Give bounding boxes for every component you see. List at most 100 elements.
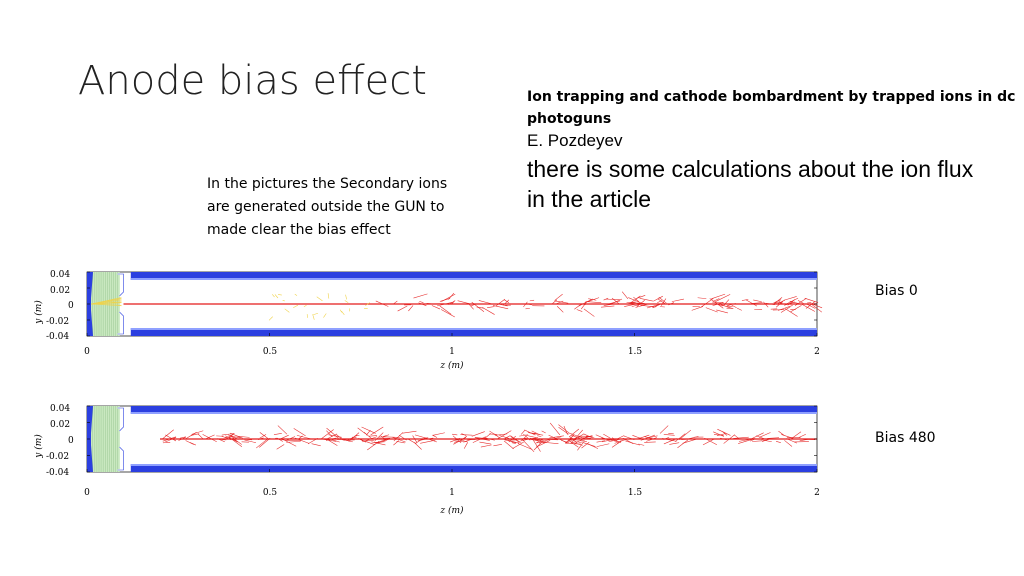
ion-track: [185, 440, 194, 445]
trace-line: [365, 302, 370, 306]
ion-track: [527, 432, 544, 436]
ion-track: [510, 435, 520, 443]
ion-track: [563, 425, 568, 435]
ion-track: [230, 434, 235, 440]
ion-track: [761, 439, 772, 443]
ion-track: [556, 306, 564, 313]
ion-track: [326, 430, 333, 438]
trace-line: [316, 296, 323, 302]
ion-track: [576, 309, 583, 312]
ion-track: [551, 436, 562, 440]
beam-pipe-top-edge: [130, 412, 818, 414]
ion-track: [716, 433, 726, 436]
ion-track: [511, 440, 520, 444]
ion-track: [206, 434, 215, 439]
ion-track: [448, 300, 455, 305]
trace-line: [271, 294, 275, 298]
beam-pipe-bottom-edge: [130, 328, 818, 330]
reference-note: there is some calculations about the ion…: [527, 156, 974, 212]
ion-track: [709, 298, 724, 309]
x-axis-label: z (m): [439, 360, 464, 371]
ion-track: [663, 434, 675, 436]
ion-track: [705, 307, 718, 313]
ion-track: [527, 303, 532, 306]
ion-track: [393, 440, 400, 446]
ion-track: [671, 298, 684, 302]
ion-track: [777, 305, 793, 311]
ion-track: [582, 442, 596, 447]
ion-track: [723, 434, 736, 444]
ion-track: [476, 306, 484, 309]
ion-track: [652, 305, 658, 308]
ion-track: [611, 439, 623, 448]
ion-track: [277, 425, 288, 435]
ion-track: [601, 305, 615, 308]
ion-track: [636, 300, 645, 307]
trace-line: [90, 302, 122, 305]
ion-track: [503, 440, 514, 450]
ion-track: [552, 299, 558, 304]
ion-track: [776, 441, 781, 444]
ion-track: [585, 301, 602, 304]
ion-track: [178, 436, 186, 441]
ion-track: [596, 443, 610, 447]
ion-track: [726, 305, 733, 307]
ion-track: [758, 432, 771, 438]
ion-track: [494, 433, 508, 436]
ion-track: [451, 433, 458, 436]
trace-line: [293, 304, 299, 309]
ion-track: [504, 299, 510, 303]
ion-track: [640, 434, 656, 441]
x-tick-label: 0: [84, 347, 90, 357]
ion-track: [805, 301, 816, 309]
trace-line: [312, 314, 315, 320]
y-axis-label: y (m): [33, 300, 44, 325]
ion-track: [231, 438, 238, 442]
ion-track: [320, 429, 334, 440]
ion-track: [784, 440, 793, 447]
ion-track: [772, 309, 785, 311]
ion-track: [785, 308, 798, 317]
ion-track: [259, 437, 271, 448]
ion-track: [623, 435, 635, 440]
ion-track: [601, 437, 610, 441]
ion-track: [558, 438, 568, 444]
ion-track: [577, 442, 584, 451]
ion-track: [578, 433, 585, 438]
ion-track: [275, 437, 285, 441]
ion-track: [541, 430, 546, 434]
trace-line: [323, 313, 327, 318]
ion-track: [580, 302, 587, 310]
ion-track: [677, 439, 689, 449]
ion-track: [286, 436, 296, 441]
beam-pipe-bottom-edge: [130, 464, 818, 466]
ion-track: [460, 435, 468, 441]
ion-track: [662, 438, 677, 442]
ion-track: [482, 307, 495, 315]
ion-track: [659, 425, 669, 434]
ion-track: [502, 299, 510, 306]
ion-track: [282, 439, 297, 447]
ion-track: [431, 305, 441, 310]
ion-track: [374, 432, 384, 442]
ion-track: [539, 442, 546, 444]
y-tick-label: -0.04: [46, 332, 69, 342]
plot-area: [86, 405, 818, 473]
ion-track: [574, 440, 585, 442]
ion-track: [717, 303, 724, 307]
ion-track: [554, 300, 564, 305]
ion-track: [241, 438, 252, 441]
y-tick-label: 0.04: [50, 404, 70, 414]
ion-track: [499, 434, 510, 439]
ion-track: [460, 434, 473, 436]
ion-track: [493, 444, 502, 447]
ion-track: [674, 433, 686, 442]
ion-track: [296, 435, 312, 440]
trace-line: [90, 303, 122, 307]
ion-track: [752, 440, 762, 442]
ion-track: [228, 434, 239, 440]
ion-track: [471, 431, 485, 437]
ion-track: [637, 434, 650, 440]
ion-track: [221, 435, 232, 441]
ion-track: [492, 305, 509, 310]
